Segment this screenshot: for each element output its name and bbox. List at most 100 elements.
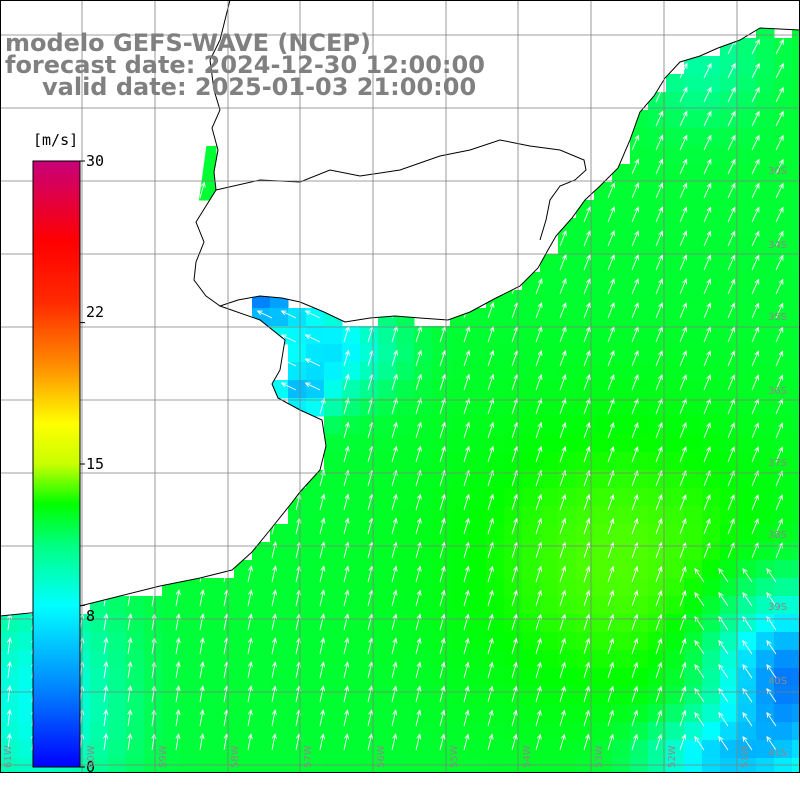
title-model: modelo GEFS-WAVE (NCEP)	[5, 29, 371, 57]
wind-cell	[288, 578, 307, 597]
wind-arrow	[775, 158, 784, 175]
wind-cell	[252, 560, 271, 579]
wind-cell	[774, 38, 793, 57]
wind-cell	[558, 398, 577, 417]
wind-arrow	[463, 661, 470, 679]
wind-cell	[504, 416, 523, 435]
wind-cell	[468, 578, 487, 597]
wind-cell	[684, 110, 703, 129]
wind-cell	[234, 740, 253, 759]
wind-cell	[648, 416, 667, 435]
wind-cell	[450, 434, 469, 453]
wind-cell	[738, 110, 757, 129]
wind-arrow	[583, 589, 591, 607]
wind-cell	[468, 596, 487, 615]
wind-cell	[378, 380, 397, 399]
wind-cell	[702, 398, 721, 417]
wind-cell	[630, 704, 649, 723]
wind-arrow	[415, 685, 422, 703]
wind-cell	[522, 740, 541, 759]
wind-arrow	[559, 733, 566, 751]
wind-cell	[594, 524, 613, 543]
wind-arrow	[583, 565, 591, 583]
wind-cell	[288, 722, 307, 741]
wind-arrow	[271, 685, 277, 703]
wind-cell	[126, 668, 145, 687]
wind-cell	[378, 560, 397, 579]
wind-arrow	[487, 517, 494, 535]
wind-cell	[666, 740, 685, 759]
wind-arrow	[679, 566, 687, 583]
wind-cell	[234, 668, 253, 687]
wind-cell	[720, 704, 739, 723]
wind-arrow	[535, 397, 543, 415]
wind-cell	[378, 668, 397, 687]
wind-arrow	[487, 637, 494, 655]
wind-cell	[576, 650, 595, 669]
wind-cell	[414, 524, 433, 543]
wind-cell	[630, 128, 649, 147]
wind-cell	[756, 758, 775, 773]
wind-cell	[216, 578, 235, 597]
wind-cell	[738, 632, 757, 651]
wind-cell	[720, 74, 739, 93]
wind-arrow	[463, 421, 471, 439]
wind-cell	[702, 434, 721, 453]
wind-cell	[648, 344, 667, 363]
wind-arrow	[679, 709, 687, 727]
wind-arrow	[367, 637, 374, 655]
wind-cell	[792, 218, 800, 237]
wind-cell	[306, 578, 325, 597]
wind-cell	[684, 182, 703, 201]
wind-cell	[558, 380, 577, 399]
wind-cell	[684, 542, 703, 561]
wind-cell	[342, 560, 361, 579]
wind-cell	[504, 740, 523, 759]
wind-arrow	[727, 254, 736, 271]
wind-arrow	[631, 685, 639, 703]
wind-cell	[720, 110, 739, 129]
wind-arrow	[463, 397, 471, 415]
wind-cell	[0, 758, 19, 773]
wind-cell	[576, 506, 595, 525]
wind-arrow	[607, 350, 615, 367]
wind-arrow	[751, 254, 760, 271]
wind-cell	[792, 380, 800, 399]
wind-cell	[738, 164, 757, 183]
wind-cell	[792, 182, 800, 201]
wind-cell	[648, 128, 667, 147]
wind-arrow	[199, 589, 205, 607]
wind-cell	[558, 560, 577, 579]
wind-cell	[198, 632, 217, 651]
wind-cell	[576, 344, 595, 363]
wind-cell	[612, 524, 631, 543]
wind-arrow	[742, 663, 753, 679]
wind-arrow	[199, 685, 205, 703]
wind-cell	[738, 326, 757, 345]
wind-arrow	[607, 613, 615, 631]
wind-cell	[432, 362, 451, 381]
wind-arrow	[535, 302, 543, 319]
wind-arrow	[775, 398, 784, 415]
wind-cell	[684, 398, 703, 417]
wind-cell	[144, 650, 163, 669]
wind-cell	[378, 488, 397, 507]
wind-cell	[630, 596, 649, 615]
wind-arrow	[727, 158, 736, 175]
wind-cell	[702, 758, 721, 773]
wind-arrow	[343, 613, 350, 631]
wind-arrow	[439, 565, 446, 583]
wind-cell	[342, 452, 361, 471]
wind-cell	[720, 506, 739, 525]
wind-arrow	[391, 565, 398, 583]
wind-cell	[630, 434, 649, 453]
wind-cell	[198, 704, 217, 723]
wind-cell	[576, 722, 595, 741]
wind-cell	[612, 200, 631, 219]
wind-arrow	[631, 661, 639, 679]
wind-arrow	[127, 661, 133, 679]
wind-cell	[486, 668, 505, 687]
wind-cell	[522, 758, 541, 773]
wind-arrow	[304, 358, 321, 367]
wind-arrow	[6, 637, 13, 655]
